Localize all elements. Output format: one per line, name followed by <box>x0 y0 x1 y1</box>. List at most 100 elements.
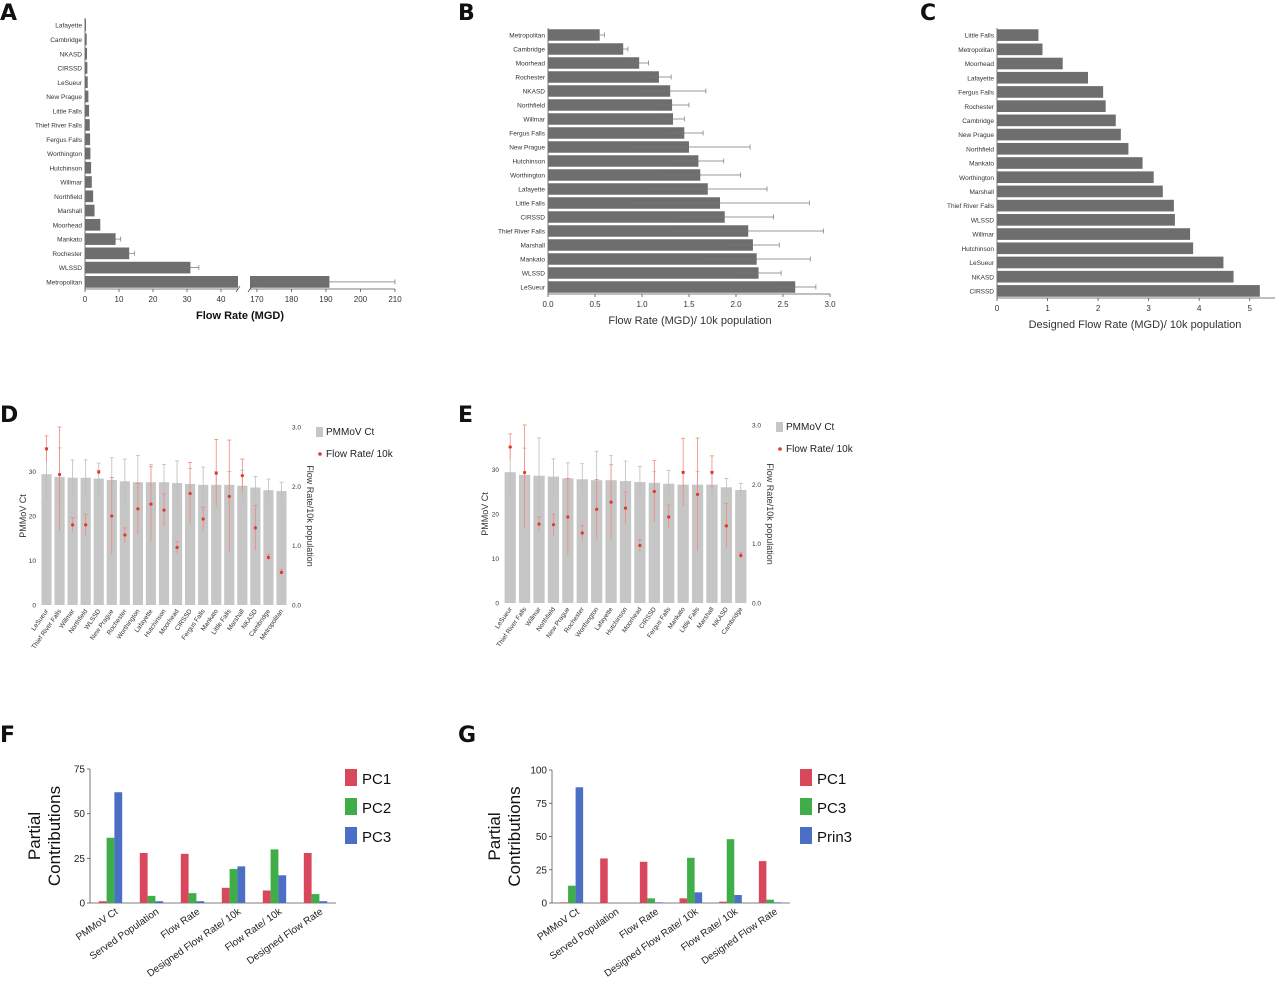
category-label-worthington: Worthington <box>959 175 994 182</box>
ct-bar-marshall <box>706 484 718 603</box>
bar-pc3-flow-rate <box>196 901 205 903</box>
ct-bar-lesueur <box>41 474 52 605</box>
category-label-cirssd: CIRSSD <box>520 215 545 222</box>
ct-bar-northfield <box>80 477 91 605</box>
x-tick-label: 10 <box>115 295 124 304</box>
bar-cirssd <box>85 62 88 74</box>
legend-label-flow: Flow Rate/ 10k <box>326 449 394 460</box>
flow-point-thief-river-falls <box>57 472 62 477</box>
y2-tick-label: 1.0 <box>752 541 761 548</box>
y-tick-label: 0 <box>495 601 499 608</box>
category-label-lesueur: LeSueur <box>520 285 545 292</box>
y-tick-label: 0 <box>79 899 85 910</box>
legend-swatch-pc3 <box>800 798 812 815</box>
y-axis-title-line1: Partial <box>485 812 504 860</box>
x-tick-label: 2.5 <box>777 300 789 309</box>
bar-prin3-flow-rate <box>654 902 663 903</box>
category-label-nkasd: NKASD <box>972 274 995 281</box>
bar-nkasd <box>548 85 671 97</box>
bar-fergus-falls <box>997 86 1104 98</box>
flow-point-moorhead <box>175 545 179 550</box>
flow-point-metropolitan <box>279 570 284 574</box>
flow-point-lafayette <box>149 502 153 506</box>
bar-northfield <box>85 190 94 203</box>
flow-point-rochester <box>580 531 584 535</box>
category-label-cambridge: Cambridge <box>50 37 82 44</box>
bar-willmar <box>548 113 674 125</box>
bar-little-falls <box>85 104 90 117</box>
bar-thief-river-falls <box>997 199 1174 212</box>
bar-marshall <box>85 204 95 217</box>
bar-pc3-flow-rate <box>647 898 655 903</box>
bar-new-prague <box>548 141 689 153</box>
bar-willmar <box>997 228 1191 240</box>
y2-tick-label: 0.0 <box>752 601 761 608</box>
bar-northfield <box>548 99 673 111</box>
y-tick-label: 20 <box>29 514 37 521</box>
ct-bar-worthington <box>591 480 603 603</box>
bar-pc3-served-population <box>155 901 164 903</box>
ct-bar-thief-river-falls <box>518 474 531 603</box>
category-label-willmar: Willmar <box>972 232 994 239</box>
ct-bar-rochester <box>576 479 588 603</box>
y2-tick-label: 3.0 <box>292 425 301 432</box>
bar-lesueur <box>85 76 88 89</box>
axis-break-gap <box>238 287 250 292</box>
bar-lafayette <box>997 71 1088 84</box>
category-label-thief-river-falls: Thief River Falls <box>498 229 546 236</box>
bar-pc2-pmmov-ct <box>106 837 115 903</box>
panel-label-a: A <box>0 1 17 26</box>
x-tick-label: 2.0 <box>730 300 742 309</box>
bar-pc1-flow-rate-10k <box>719 901 727 903</box>
flow-point-wlssd <box>97 470 101 474</box>
x-tick-label: 0 <box>83 295 88 304</box>
flow-point-rochester <box>123 533 127 537</box>
bar-moorhead <box>997 57 1063 70</box>
bar-pc3-designed-flow-rate-10k <box>237 866 246 903</box>
y-tick-label: 10 <box>492 556 500 563</box>
panel-label-c: C <box>920 1 936 26</box>
ct-bar-northfield <box>547 476 560 603</box>
bar-hutchinson <box>85 161 92 174</box>
y-tick-label: 0 <box>541 899 547 910</box>
bar-lesueur <box>548 281 796 293</box>
panel-label-b: B <box>458 1 475 26</box>
y-axis-title-line2: Contributions <box>505 786 524 886</box>
bar-worthington <box>997 171 1154 184</box>
bar-rochester <box>85 247 130 260</box>
legend-swatch-ct <box>316 427 323 437</box>
bar-nkasd <box>997 270 1234 283</box>
category-label-fergus-falls: Fergus Falls <box>509 131 546 138</box>
flow-point-cirssd <box>188 491 192 496</box>
category-label-mankato: Mankato <box>57 237 82 244</box>
category-label-metropolitan: Metropolitan <box>958 47 994 54</box>
category-label-thief-river-falls: Thief River Falls <box>947 203 995 210</box>
bar-pc3-designed-flow-rate-10k <box>687 857 695 903</box>
y-axis-title: PMMoV Ct <box>480 492 490 536</box>
flow-point-worthington <box>136 507 140 511</box>
bar-mankato <box>85 233 116 245</box>
flow-point-little-falls <box>227 494 231 499</box>
bar-pc1-designed-flow-rate <box>758 861 767 903</box>
panel-label-d: D <box>0 403 18 428</box>
category-label-wlssd: WLSSD <box>522 271 545 278</box>
bar-mankato <box>997 157 1143 169</box>
bar-marshall <box>548 239 753 251</box>
bar-thief-river-falls <box>85 119 90 131</box>
category-label-marshall: Marshall <box>969 189 994 196</box>
panel-label-e: E <box>458 403 473 428</box>
y-axis-title-line1: Partial <box>25 812 44 860</box>
ct-bar-cambridge <box>735 489 747 603</box>
y-tick-label: 10 <box>29 558 37 565</box>
category-label-fergus-falls: Fergus Falls <box>958 90 995 97</box>
bar-pc2-flow-rate <box>188 893 197 903</box>
ct-bar-willmar <box>67 477 78 605</box>
flow-point-lafayette <box>609 500 613 504</box>
category-label-fergus-falls: Fergus Falls <box>46 137 83 144</box>
bar-pc3-designed-flow-rate <box>319 901 328 903</box>
x-tick-label: 2 <box>1096 304 1101 313</box>
category-label-wlssd: WLSSD <box>59 265 82 272</box>
y-axis-title-line2: Contributions <box>45 786 64 886</box>
ct-bar-metropolitan <box>276 491 287 605</box>
